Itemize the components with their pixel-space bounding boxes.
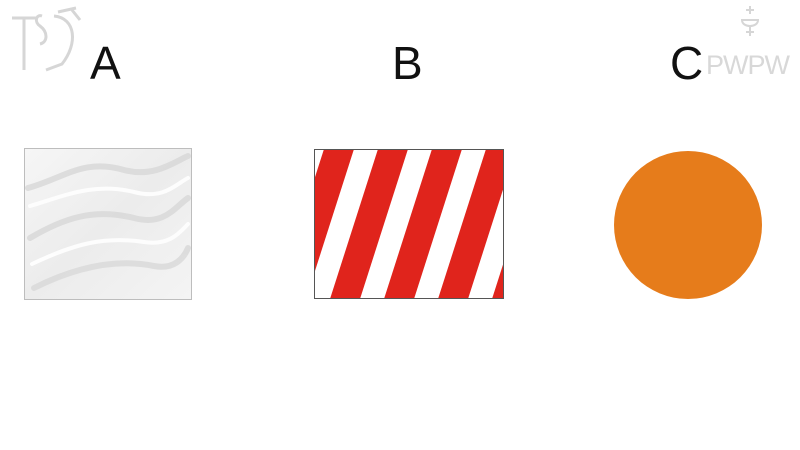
watermark-logo-left: TS [6, 4, 90, 76]
option-a-white-flag [24, 148, 192, 300]
watermark-emblem-icon [738, 4, 762, 40]
option-a-label: A [90, 37, 121, 89]
watermark-right-text: PWPW [706, 50, 790, 80]
option-c-orange-disc [612, 150, 764, 300]
option-b-label: B [392, 37, 423, 89]
option-c-label: C [670, 37, 704, 89]
option-b-striped-flag [314, 149, 504, 299]
